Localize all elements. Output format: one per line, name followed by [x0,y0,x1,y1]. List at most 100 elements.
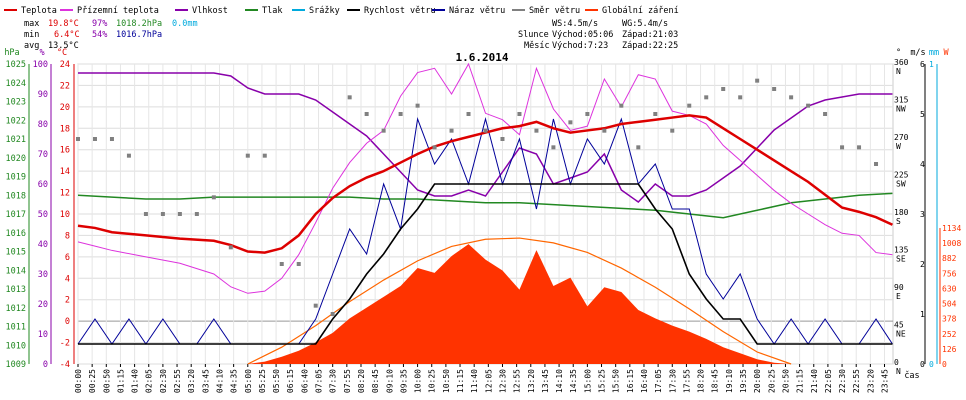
wind-direction-point [364,112,369,116]
stat-max-hum: 97% [92,19,107,29]
wind-direction-point [245,153,250,158]
hpa-tick-label: 1020 [6,154,26,164]
x-tick-label: 06:15 [286,369,295,393]
wind-direction-point [636,145,641,150]
hpa-tick-label: 1025 [6,60,26,70]
legend-label: Rychlost větru [364,6,436,16]
x-tick-label: 16:15 [626,369,635,393]
hpa-tick-label: 1011 [6,323,26,333]
x-tick-label: 16:40 [640,369,649,393]
dir-tick-label: 0 [894,358,899,367]
rad-tick-label: 882 [942,254,957,263]
dir-tick-name: N [896,67,901,76]
x-tick-label: 02:30 [159,369,168,393]
hpa-tick-label: 1016 [6,229,26,239]
radiation-area [247,244,792,364]
dir-tick-name: N [896,367,901,376]
pct-tick-label: 80 [38,120,48,130]
wind-direction-point [347,95,352,100]
temp-tick-label: 24 [60,60,70,70]
stat-avg-label: avg [24,41,39,51]
temp-tick-label: 18 [60,124,70,134]
wind-direction-point [330,312,335,316]
wind-tick-label: 6 [920,60,925,69]
temp-tick-label: 6 [65,253,70,263]
wind-direction-point [313,303,318,308]
max-radiation-line [247,237,792,365]
dir-unit: ° [896,48,901,58]
wind-direction-point [432,145,437,150]
dir-tick-name: NW [896,105,906,114]
x-tick-label: 07:55 [343,369,352,393]
x-tick-label: 18:20 [697,369,706,393]
wind-direction-point [177,212,182,216]
hpa-tick-label: 1009 [6,360,26,370]
rad-tick-label: 504 [942,300,957,309]
temp-tick-label: 16 [60,146,70,156]
hpa-tick-label: 1018 [6,191,26,201]
temp-tick-label: 0 [65,317,70,327]
temp-tick-label: 2 [65,296,70,306]
wind-direction-point [76,137,80,141]
stats-panel: max 19.8°C 97% 1018.2hPa 0.0mm min 6.4°C… [24,19,678,51]
dir-tick-name: E [896,292,901,301]
rad-tick-label: 126 [942,345,957,354]
x-tick-label: 03:45 [201,369,210,393]
wind-direction-point [398,112,403,116]
x-tick-label: 05:50 [272,369,281,393]
wind-direction-point [619,103,624,108]
x-tick-label: 08:20 [357,369,366,393]
x-tick-label: 07:05 [315,369,324,393]
wind-direction-point [840,145,845,150]
x-tick-label: 06:40 [300,369,309,393]
legend-label: Globální záření [602,6,679,16]
dir-tick-name: W [896,142,901,151]
stat-sunset: Západ:21:03 [622,30,678,40]
wind-direction-point [296,262,301,266]
pct-tick-label: 50 [38,210,48,220]
wind-direction-point [143,212,148,216]
x-tick-label: 03:20 [187,369,196,393]
stat-moon-label: Měsíc [524,41,550,51]
wind-direction-point [279,262,284,266]
wind-tick-label: 4 [920,160,925,169]
gust-line [77,117,893,345]
x-tick-label: 07:30 [329,369,338,393]
x-tick-label: 08:45 [371,369,380,393]
wind-tick-label: 3 [920,210,925,219]
x-tick-label: 17:30 [668,369,677,393]
dir-tick-label: 90 [894,283,904,292]
x-tick-label: 19:35 [739,369,748,393]
x-tick-label: 12:30 [498,369,507,393]
wind-direction-point [466,112,471,116]
legend-label: Srážky [309,6,340,16]
legend-label: Tlak [262,6,282,16]
wind-direction-point [789,95,794,100]
x-tick-label: 02:05 [145,369,154,393]
temp-tick-label: 10 [60,210,70,220]
pct-tick-label: 100 [33,60,48,70]
x-tick-label: 11:40 [470,369,479,393]
wind-direction-point [517,112,522,116]
x-tick-label: 20:00 [753,369,762,393]
legend-label: Přízemní teplota [77,6,159,16]
stat-max-label: max [24,19,39,29]
x-tick-label: 10:50 [442,369,451,393]
wind-direction-point [755,78,760,83]
pct-tick-label: 90 [38,90,48,100]
wind-direction-point [874,162,879,166]
x-tick-label: 00:00 [74,369,83,393]
temp-tick-label: 8 [65,231,70,241]
x-tick-label: 05:25 [258,369,267,393]
wind-direction-point [160,212,165,216]
wind-direction-point [381,128,386,133]
stat-max-temp: 19.8°C [48,19,79,29]
x-tick-label: 15:50 [612,369,621,393]
pct-tick-label: 20 [38,300,48,310]
x-tick-label: 22:05 [824,369,833,393]
x-tick-label: 00:25 [88,369,97,393]
wind-direction-point [721,87,726,91]
hpa-tick-label: 1013 [6,285,26,295]
x-unit-label: čas [904,370,919,381]
x-tick-label: 22:30 [838,369,847,393]
